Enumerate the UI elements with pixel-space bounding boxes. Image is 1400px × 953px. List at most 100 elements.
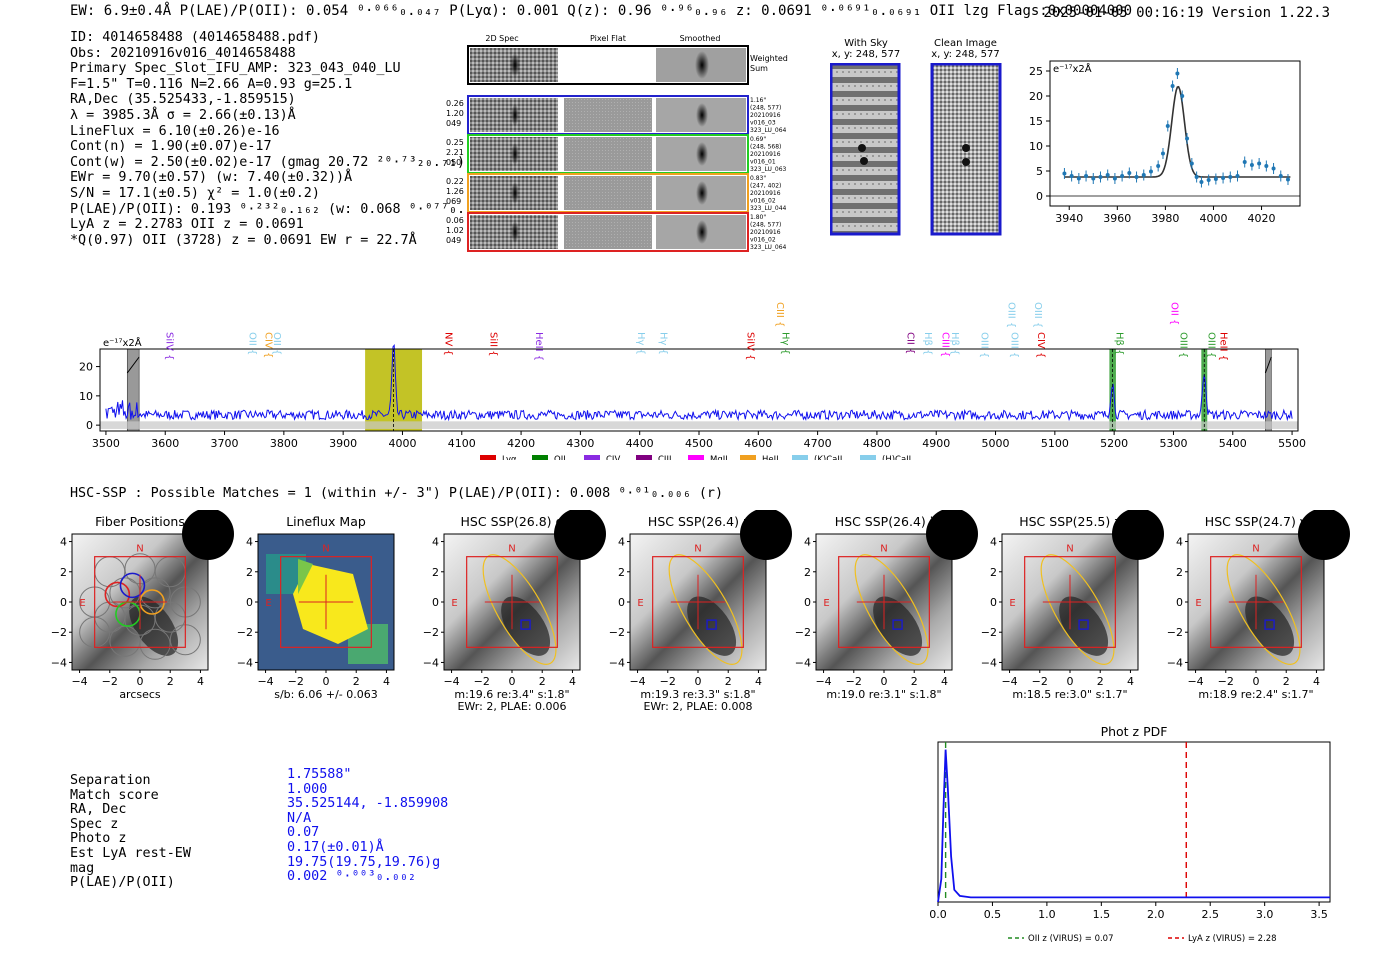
fit-data-point [1235, 174, 1240, 178]
photz-xtick-label: 3.5 [1310, 908, 1328, 921]
match-value: 0.002 ⁰·⁰⁰³₀.₀₀₂ [287, 869, 416, 885]
thumb-xtick-label: 4 [569, 675, 576, 688]
target-box [1264, 619, 1275, 630]
timestamp-version: 2025-01-05 00:16:19 Version 1.22.3 [1043, 5, 1330, 21]
photz-title: Phot z PDF [1101, 724, 1168, 739]
match-value: 35.525144, -1.859908 [287, 796, 449, 812]
photz-legend-label: LyA z (VIRUS) = 2.28 [1188, 934, 1277, 944]
fit-ytick-label: 20 [1029, 90, 1043, 103]
match-label: RA, Dec [70, 802, 127, 818]
cutout-left-label: 069 [446, 197, 461, 206]
fit-data-point [1148, 169, 1153, 174]
spectrum-xtick-label: 3800 [270, 437, 298, 450]
fit-ylabel: e⁻¹⁷x2Å [1053, 62, 1092, 75]
cutout-right-label: 0.83" [750, 175, 766, 182]
col-smoothed: Smoothed [680, 34, 721, 43]
thumb-ytick-label: 2 [246, 566, 253, 579]
target-box [520, 619, 531, 630]
thumb-xtick-label: −2 [660, 675, 676, 688]
cutout-2d-source [511, 221, 519, 243]
spectrum-line-label: Hγ { [779, 332, 790, 355]
weighted-sum-label-2: Sum [750, 64, 768, 73]
spectrum-legend-swatch [792, 455, 808, 460]
thumbnail-title: HSC SSP(24.7) y [1205, 514, 1308, 529]
cutout-pixel-flat [564, 215, 652, 249]
spectrum-ylabel: e⁻¹⁷x2Å [103, 336, 142, 349]
cutout-right-label: 20210916 [750, 190, 781, 197]
spectrum-xtick-label: 4100 [448, 437, 476, 450]
info-line: EWr = 9.70(±0.57) (w: 7.40(±0.32))Å [70, 170, 353, 186]
match-label: Photo z [70, 831, 127, 847]
galaxy-core [1245, 596, 1295, 656]
north-marker: N [136, 544, 143, 555]
cutout-right-label: 323_LU_063 [750, 166, 787, 173]
thumb-ytick-label: −2 [981, 626, 997, 639]
fit-data-point [1156, 164, 1161, 168]
thumb-xtick-label: −4 [257, 675, 273, 688]
fit-data-point [1098, 175, 1103, 179]
spectrum-xtick-label: 4700 [804, 437, 832, 450]
fit-data-point [1189, 161, 1194, 166]
spectrum-error-band [100, 421, 1298, 429]
thumb-ytick-label: −4 [51, 656, 67, 669]
thumbnail-title: Lineflux Map [286, 514, 366, 529]
info-line: LineFlux = 6.10(±0.26)e-16 [70, 123, 280, 139]
spectrum-ytick-label: 20 [79, 361, 93, 374]
cutout-smoothed-source [696, 142, 708, 166]
fit-ytick-label: 5 [1036, 165, 1043, 178]
thumbnail-caption: m:18.9 re:2.4" s:1.7" [1198, 688, 1313, 701]
photz-xtick-label: 1.0 [1038, 908, 1056, 921]
north-marker: N [322, 544, 329, 555]
spectrum-line-label: OIII { [1032, 302, 1043, 328]
thumbnail-caption: m:19.6 re:3.4" s:1.8" [454, 688, 569, 701]
thumb-xtick-label: 2 [911, 675, 918, 688]
match-value: N/A [287, 810, 312, 826]
thumbnail-title: HSC SSP(26.8) g [461, 514, 564, 529]
thumb-xtick-label: 2 [539, 675, 546, 688]
target-box [1078, 619, 1089, 630]
fit-data-point [1242, 160, 1247, 164]
detection-info: ID: 4014658488 (4014658488.pdf) Obs: 202… [70, 30, 497, 248]
galaxy-core [1059, 596, 1109, 656]
spectrum-xtick-label: 4200 [507, 437, 535, 450]
fit-data-point [1194, 175, 1199, 179]
search-box [94, 556, 186, 648]
thumb-xtick-label: 4 [197, 675, 204, 688]
photz-xtick-label: 1.5 [1093, 908, 1111, 921]
thumb-ytick-label: 4 [246, 536, 253, 549]
thumb-ytick-label: −2 [51, 626, 67, 639]
spectrum-line-label: CII { [905, 332, 916, 354]
fit-data-point [1257, 161, 1262, 166]
info-line: S/N = 17.1(±0.5) χ² = 1.0(±0.2) [70, 185, 320, 201]
thumb-ytick-label: −2 [795, 626, 811, 639]
fit-data-point [1112, 176, 1117, 181]
thumb-xtick-label: 4 [383, 675, 390, 688]
with-sky-label: With Sky [844, 38, 888, 49]
spectrum-legend-swatch [532, 455, 548, 460]
search-box [466, 556, 558, 648]
thumbnail-title: HSC SSP(25.5) z [1019, 514, 1121, 529]
cutout-2d-source [511, 104, 519, 126]
fit-data-point [1084, 174, 1089, 178]
east-marker: E [79, 598, 85, 609]
with-sky-source [860, 157, 868, 165]
thumb-xtick-label: 0 [509, 675, 516, 688]
search-box [652, 556, 744, 648]
thumb-ytick-label: −2 [609, 626, 625, 639]
aperture-ellipse [668, 554, 743, 665]
cutout-right-label: 20210916 [750, 112, 781, 119]
spectrum-line-label: CIII { [940, 332, 951, 357]
spectrum-line-label: CIV { [1035, 332, 1046, 358]
fit-data-point [1185, 136, 1190, 141]
thumb-xtick-label: 2 [725, 675, 732, 688]
match-values: 1.75588" 1.000 35.525144, -1.859908 N/A … [287, 767, 449, 885]
spectrum-xtick-label: 3700 [211, 437, 239, 450]
cutout-left-label: 1.20 [446, 109, 464, 118]
photz-xtick-label: 0.0 [929, 908, 947, 921]
info-line: Obs: 20210916v016_4014658488 [70, 45, 296, 61]
thumb-ytick-label: 4 [618, 536, 625, 549]
cutout-left-label: 1.02 [446, 226, 464, 235]
